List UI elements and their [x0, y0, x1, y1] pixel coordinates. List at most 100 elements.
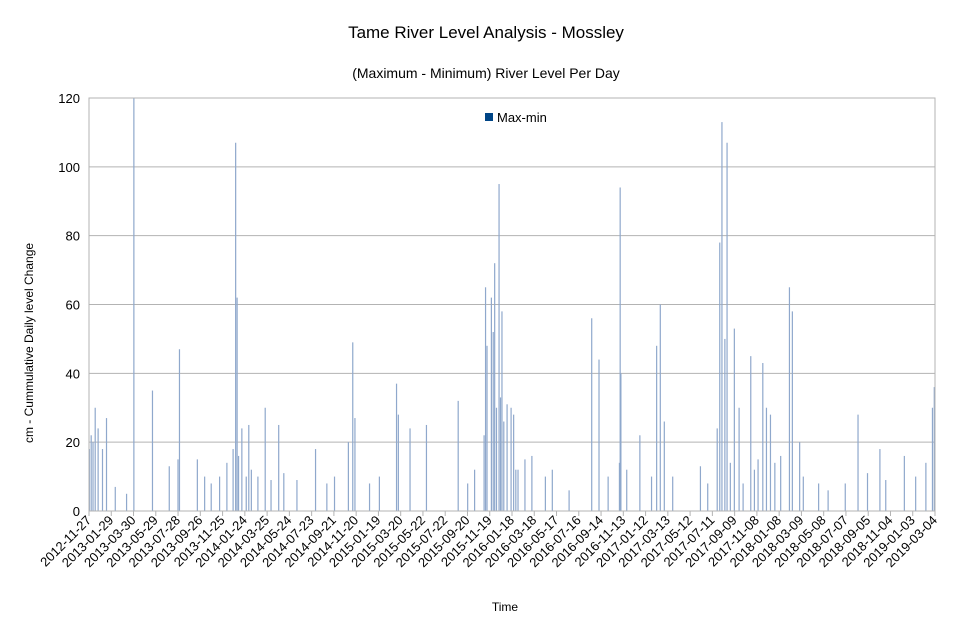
bar — [483, 435, 485, 511]
bar — [719, 242, 721, 512]
bar — [925, 462, 927, 511]
bar — [264, 407, 266, 511]
bar — [125, 493, 128, 511]
bar — [531, 455, 533, 511]
bar — [474, 469, 476, 511]
legend: Max-min — [485, 110, 547, 125]
bar — [484, 287, 487, 511]
x-axis-label: Time — [492, 600, 519, 614]
bar — [656, 345, 658, 511]
y-axis-label: cm - Cummulative Daily level Change — [22, 243, 36, 443]
bar — [506, 404, 508, 511]
bar — [347, 442, 349, 511]
x-tick-labels: 2012-11-272013-01-292013-03-302013-05-29… — [37, 511, 940, 570]
bar — [467, 483, 469, 511]
bar — [133, 98, 135, 511]
bars — [88, 98, 935, 512]
y-tick-label: 20 — [66, 435, 80, 450]
bar — [857, 414, 859, 511]
bar — [486, 345, 488, 511]
bar — [314, 449, 317, 511]
bar — [620, 373, 622, 511]
chart-subtitle: (Maximum - Minimum) River Level Per Day — [352, 65, 620, 81]
bar — [827, 490, 829, 511]
bar — [933, 387, 935, 511]
bar — [210, 483, 212, 511]
bar — [296, 480, 298, 511]
bar — [729, 462, 731, 511]
bar — [726, 142, 728, 511]
bar — [90, 435, 92, 511]
bar — [879, 449, 881, 511]
bar — [818, 483, 820, 511]
bar — [510, 407, 512, 511]
bar — [757, 459, 759, 511]
bar — [490, 297, 492, 511]
bar — [866, 473, 869, 511]
bar — [245, 476, 247, 511]
bar — [101, 449, 104, 511]
bar — [753, 469, 756, 511]
grid-lines — [89, 97, 935, 512]
bar — [168, 466, 170, 511]
bar — [278, 424, 280, 511]
bar — [788, 287, 791, 511]
bar — [780, 455, 782, 511]
bar — [762, 363, 764, 511]
bar — [501, 311, 503, 511]
y-tick-label: 0 — [73, 504, 80, 519]
bar — [791, 311, 793, 511]
bar — [503, 421, 505, 511]
bar — [799, 442, 801, 511]
chart-title: Tame River Level Analysis - Mossley — [348, 23, 624, 42]
bar — [903, 455, 905, 511]
bar — [257, 476, 259, 511]
bar — [517, 469, 519, 511]
bar — [178, 349, 181, 511]
bar — [607, 476, 609, 511]
bar — [733, 328, 735, 511]
bar — [659, 304, 661, 511]
bar — [551, 469, 553, 511]
y-tick-label: 60 — [66, 298, 80, 313]
bar — [237, 455, 240, 511]
bar — [742, 483, 744, 511]
bar — [931, 407, 934, 511]
bar — [397, 414, 399, 511]
bar — [333, 476, 336, 511]
bar — [598, 359, 600, 511]
bar — [248, 424, 250, 511]
bar — [499, 397, 502, 511]
bar — [495, 407, 498, 511]
bar — [151, 390, 154, 511]
bar — [568, 490, 570, 511]
bar — [236, 297, 238, 511]
bar — [802, 476, 804, 511]
bar — [513, 414, 515, 511]
bar — [326, 483, 328, 511]
bar — [92, 442, 94, 511]
bar — [368, 483, 371, 511]
bar — [515, 469, 517, 511]
bar — [699, 466, 702, 511]
bar — [114, 486, 116, 511]
bar — [844, 483, 846, 511]
bar — [354, 418, 356, 511]
bar — [97, 428, 99, 511]
y-tick-label: 80 — [66, 229, 80, 244]
bar — [219, 476, 221, 511]
bar — [94, 407, 96, 511]
bar — [204, 476, 206, 511]
bar — [524, 459, 526, 511]
bar — [352, 342, 354, 511]
y-tick-label: 100 — [58, 160, 80, 175]
bar — [544, 476, 546, 511]
bar — [765, 407, 768, 511]
bar — [232, 449, 234, 511]
legend-label: Max-min — [497, 110, 547, 125]
bar — [915, 476, 917, 511]
bar — [774, 462, 776, 511]
bar — [177, 459, 179, 511]
bar — [626, 469, 628, 511]
